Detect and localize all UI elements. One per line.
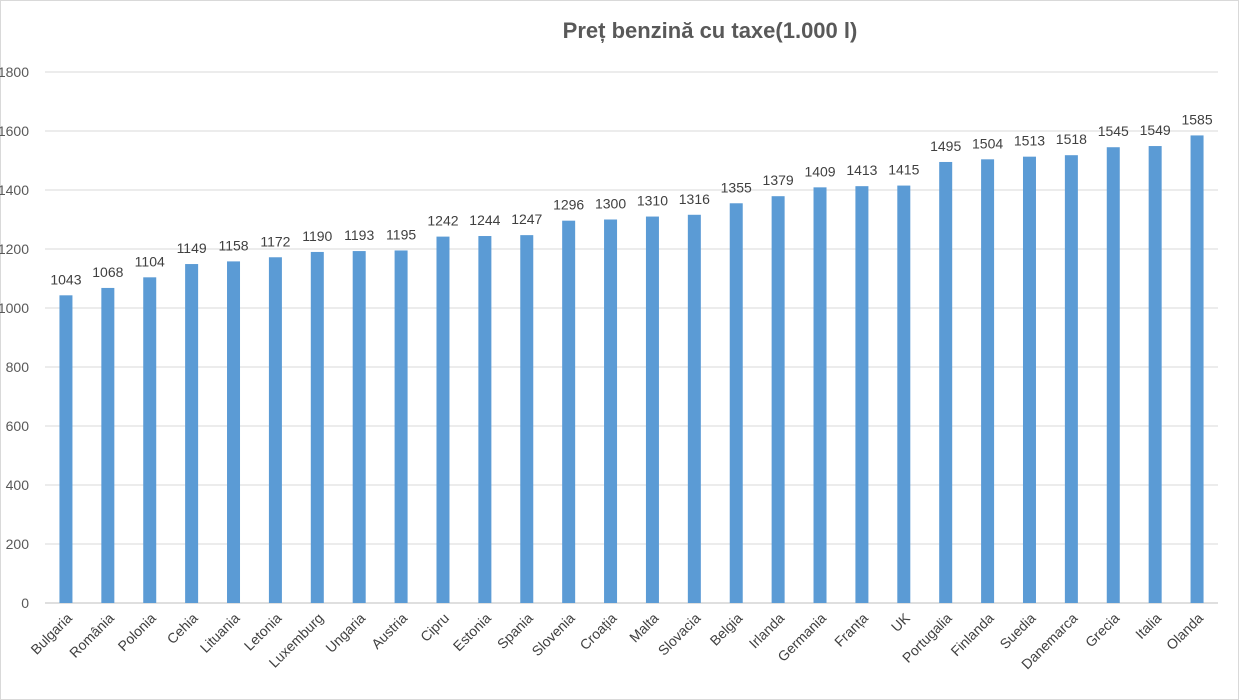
bar (813, 187, 827, 603)
x-tick-label: Austria (368, 610, 410, 652)
bar (939, 161, 953, 603)
x-tick-label: Finlanda (947, 610, 996, 659)
bar (227, 261, 241, 603)
bar (520, 235, 534, 603)
data-label: 1409 (804, 163, 835, 179)
bar (394, 250, 408, 603)
data-label: 1415 (888, 162, 919, 178)
y-tick-label: 800 (6, 359, 30, 375)
data-label: 1355 (721, 179, 752, 195)
x-tick-label: Croația (576, 610, 619, 653)
x-tick-label: Slovacia (655, 610, 704, 659)
bar (855, 186, 869, 604)
bar (185, 264, 199, 603)
x-tick-label: Polonia (115, 610, 159, 654)
data-label: 1513 (1014, 133, 1045, 149)
data-label: 1190 (302, 228, 332, 244)
x-tick-label: România (66, 610, 117, 661)
x-tick-label: Slovenia (528, 610, 577, 659)
data-label: 1172 (260, 233, 290, 249)
bar (436, 236, 450, 604)
x-tick-label: Lituania (197, 610, 243, 656)
bar (645, 216, 659, 604)
data-label: 1247 (511, 211, 542, 227)
data-label: 1149 (177, 240, 207, 256)
y-tick-label: 1400 (0, 182, 29, 198)
bar (1064, 155, 1078, 603)
bar (729, 203, 743, 603)
bar (352, 251, 366, 603)
x-tick-label: Malta (626, 610, 662, 646)
data-label: 1495 (930, 138, 961, 154)
y-tick-label: 0 (21, 595, 29, 611)
y-tick-label: 400 (6, 477, 30, 493)
bar (1148, 146, 1162, 604)
y-tick-label: 1600 (0, 123, 29, 139)
bar (1022, 156, 1036, 604)
x-tick-label: Olanda (1163, 610, 1206, 653)
bar (1106, 147, 1120, 603)
y-tick-label: 1800 (0, 64, 29, 80)
data-label: 1068 (92, 264, 123, 280)
x-tick-label: Cipru (417, 610, 452, 645)
data-label: 1300 (595, 196, 626, 212)
bar (562, 220, 576, 603)
bar (478, 236, 492, 603)
data-label: 1316 (679, 191, 710, 207)
bar (897, 185, 911, 603)
data-label: 1310 (637, 193, 668, 209)
bar (981, 159, 995, 603)
bar (771, 196, 785, 603)
data-label: 1549 (1140, 122, 1171, 138)
bar (310, 251, 324, 603)
x-tick-label: Italia (1132, 610, 1164, 642)
bar (268, 257, 282, 603)
chart-title: Preț benzină cu taxe(1.000 l) (562, 18, 858, 43)
data-label: 1242 (427, 213, 458, 229)
y-tick-label: 200 (6, 536, 30, 552)
data-label: 1193 (344, 227, 374, 243)
data-label: 1296 (553, 197, 584, 213)
data-label: 1518 (1056, 131, 1087, 147)
y-tick-label: 1000 (0, 300, 29, 316)
bar (143, 277, 157, 603)
x-tick-label: Cehia (164, 610, 201, 647)
x-tick-label: Franța (831, 610, 871, 650)
x-tick-label: Estonia (450, 610, 494, 654)
bar (59, 295, 73, 603)
bar (604, 219, 618, 603)
bar (101, 287, 115, 603)
data-label: 1545 (1098, 123, 1129, 139)
bar (1190, 135, 1204, 604)
data-label: 1504 (972, 135, 1003, 151)
x-tick-label: UK (888, 609, 914, 635)
data-label: 1413 (846, 162, 877, 178)
data-label: 1379 (763, 172, 794, 188)
y-tick-label: 1200 (0, 241, 29, 257)
data-label: 1158 (218, 237, 248, 253)
data-label: 1244 (469, 212, 500, 228)
data-label: 1585 (1181, 111, 1212, 127)
x-tick-label: Ungaria (322, 610, 368, 656)
data-label: 1043 (50, 271, 81, 287)
x-tick-label: Belgia (707, 610, 746, 649)
x-tick-label: Grecia (1082, 610, 1123, 651)
data-label: 1104 (135, 253, 165, 269)
data-label: 1195 (386, 226, 416, 242)
bar (687, 214, 701, 603)
y-tick-label: 600 (6, 418, 30, 434)
